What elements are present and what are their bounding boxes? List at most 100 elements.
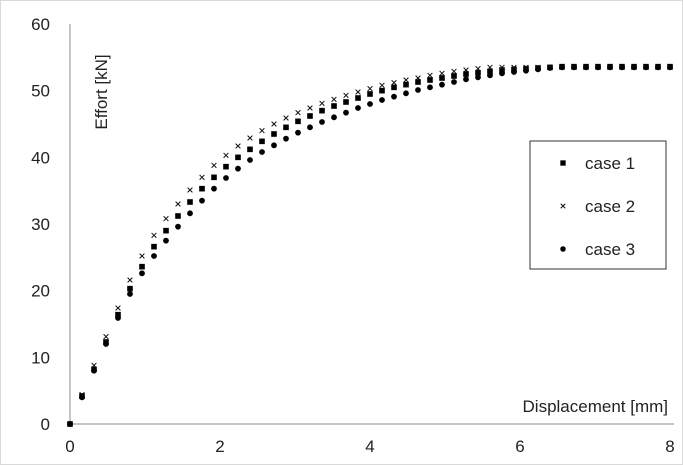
series-1-point [271,131,277,137]
series-3-point [355,105,361,111]
series-2-point [379,82,385,89]
legend-label-series-2: case 2 [585,197,635,216]
series-2-point [127,277,133,283]
series-1-point [199,185,205,192]
series-2-point [139,253,145,259]
series-2-point [283,115,289,121]
legend: case 1 case 2 case 3 [529,140,667,270]
series-3-point [607,64,613,71]
series-3-point [319,119,325,125]
x-tick-label: 2 [215,437,224,456]
series-3-point [463,76,469,83]
series-2-point [307,105,313,111]
x-tick-labels: 0 2 4 6 8 [65,437,674,456]
series-2-point [103,333,109,340]
series-3-point [163,237,169,244]
series-3-point [331,114,337,121]
y-tick-label: 40 [31,148,50,167]
series-1-point [391,84,397,91]
series-2-point [499,64,505,71]
legend-items: case 1 case 2 case 3 [560,154,635,259]
legend-marker-series-3 [560,246,566,252]
series-2-point [211,162,217,169]
x-tick-label: 6 [515,437,524,456]
series-3-point [499,70,505,77]
series-1-point [115,311,121,318]
series-1-point [307,113,313,119]
series-3-point [403,90,409,97]
series-3-point [175,223,181,230]
series-1-point [211,174,217,181]
series-3-point [547,65,553,71]
series-1-point [223,163,229,170]
y-tick-label: 20 [31,282,50,301]
series-1-point [355,95,361,101]
y-tick-label: 50 [31,82,50,101]
series-3-point [139,270,145,277]
series-3-point [367,101,373,107]
series-2-point [331,96,337,103]
series-2-point [151,232,157,239]
series-1-point [379,87,385,94]
series-2-point [115,305,121,311]
series-3-point [439,81,445,88]
series-1-point [451,73,457,79]
series-3-point [487,72,493,79]
series-3-point [427,84,433,91]
y-tick-label: 60 [31,15,50,34]
series-3-point [667,64,673,71]
series-3-point [271,142,277,149]
series-2-point [439,70,445,77]
series-3-point [235,165,241,172]
axes [69,24,674,425]
series-3-point [415,87,421,93]
series-1-point [127,285,133,292]
series-3-point [295,129,301,136]
x-tick-label: 8 [665,437,674,456]
series-3-point [151,253,157,259]
series-1-point [475,69,481,76]
x-tick-label: 0 [65,437,74,456]
series-2-point [235,143,241,149]
series-3-point [655,64,661,71]
series-3-point [307,124,313,131]
y-tick-labels: 0 10 20 30 40 50 60 [31,15,50,434]
series-3-point [223,175,229,181]
legend-box [529,140,667,270]
series-2-point [199,174,205,181]
series-2-point [487,64,493,71]
series-2-point [355,89,361,95]
series-3-point [571,64,577,71]
series-3-point [247,157,253,163]
series-3-point [91,367,97,374]
series-3-point [199,197,205,204]
series-3-point [187,210,193,217]
series-3-point [283,135,289,142]
series-2-point [271,121,277,127]
series-1-point [427,77,433,83]
legend-marker-series-1 [560,160,566,166]
series-1-point [283,124,289,131]
series-1-point [439,75,445,81]
series-3-point [643,64,649,71]
series-2-point [463,67,469,73]
series-3-point [511,69,517,75]
legend-marker-series-2 [560,203,566,209]
series-2-point [367,85,373,92]
series-2-point [415,75,421,81]
series-1-point [151,243,157,250]
series-1-point [235,154,241,161]
series-2-point [187,187,193,193]
series-2-point [295,109,301,116]
series-1-point [139,263,145,270]
x-axis-label: Displacement [mm] [523,397,668,416]
series-1-point [163,227,169,234]
data-points [67,63,673,427]
series-2-point [427,72,433,79]
series-3-point [211,185,217,192]
legend-label-series-3: case 3 [585,240,635,259]
series-3-point [115,315,121,321]
series-3-point [535,66,541,73]
series-3-point [583,64,589,71]
y-tick-label: 0 [41,415,50,434]
